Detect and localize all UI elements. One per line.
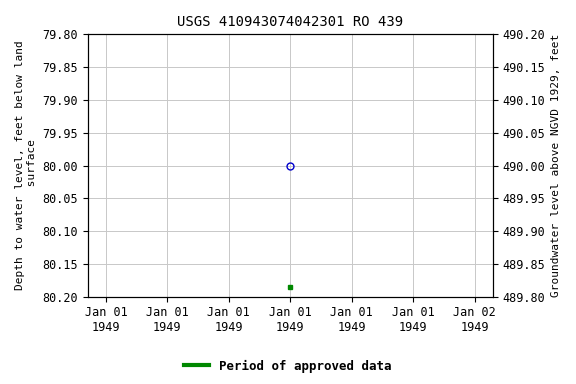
Y-axis label: Depth to water level, feet below land
 surface: Depth to water level, feet below land su…: [15, 41, 37, 290]
Title: USGS 410943074042301 RO 439: USGS 410943074042301 RO 439: [177, 15, 403, 29]
Y-axis label: Groundwater level above NGVD 1929, feet: Groundwater level above NGVD 1929, feet: [551, 34, 561, 297]
Legend: Period of approved data: Period of approved data: [179, 355, 397, 378]
